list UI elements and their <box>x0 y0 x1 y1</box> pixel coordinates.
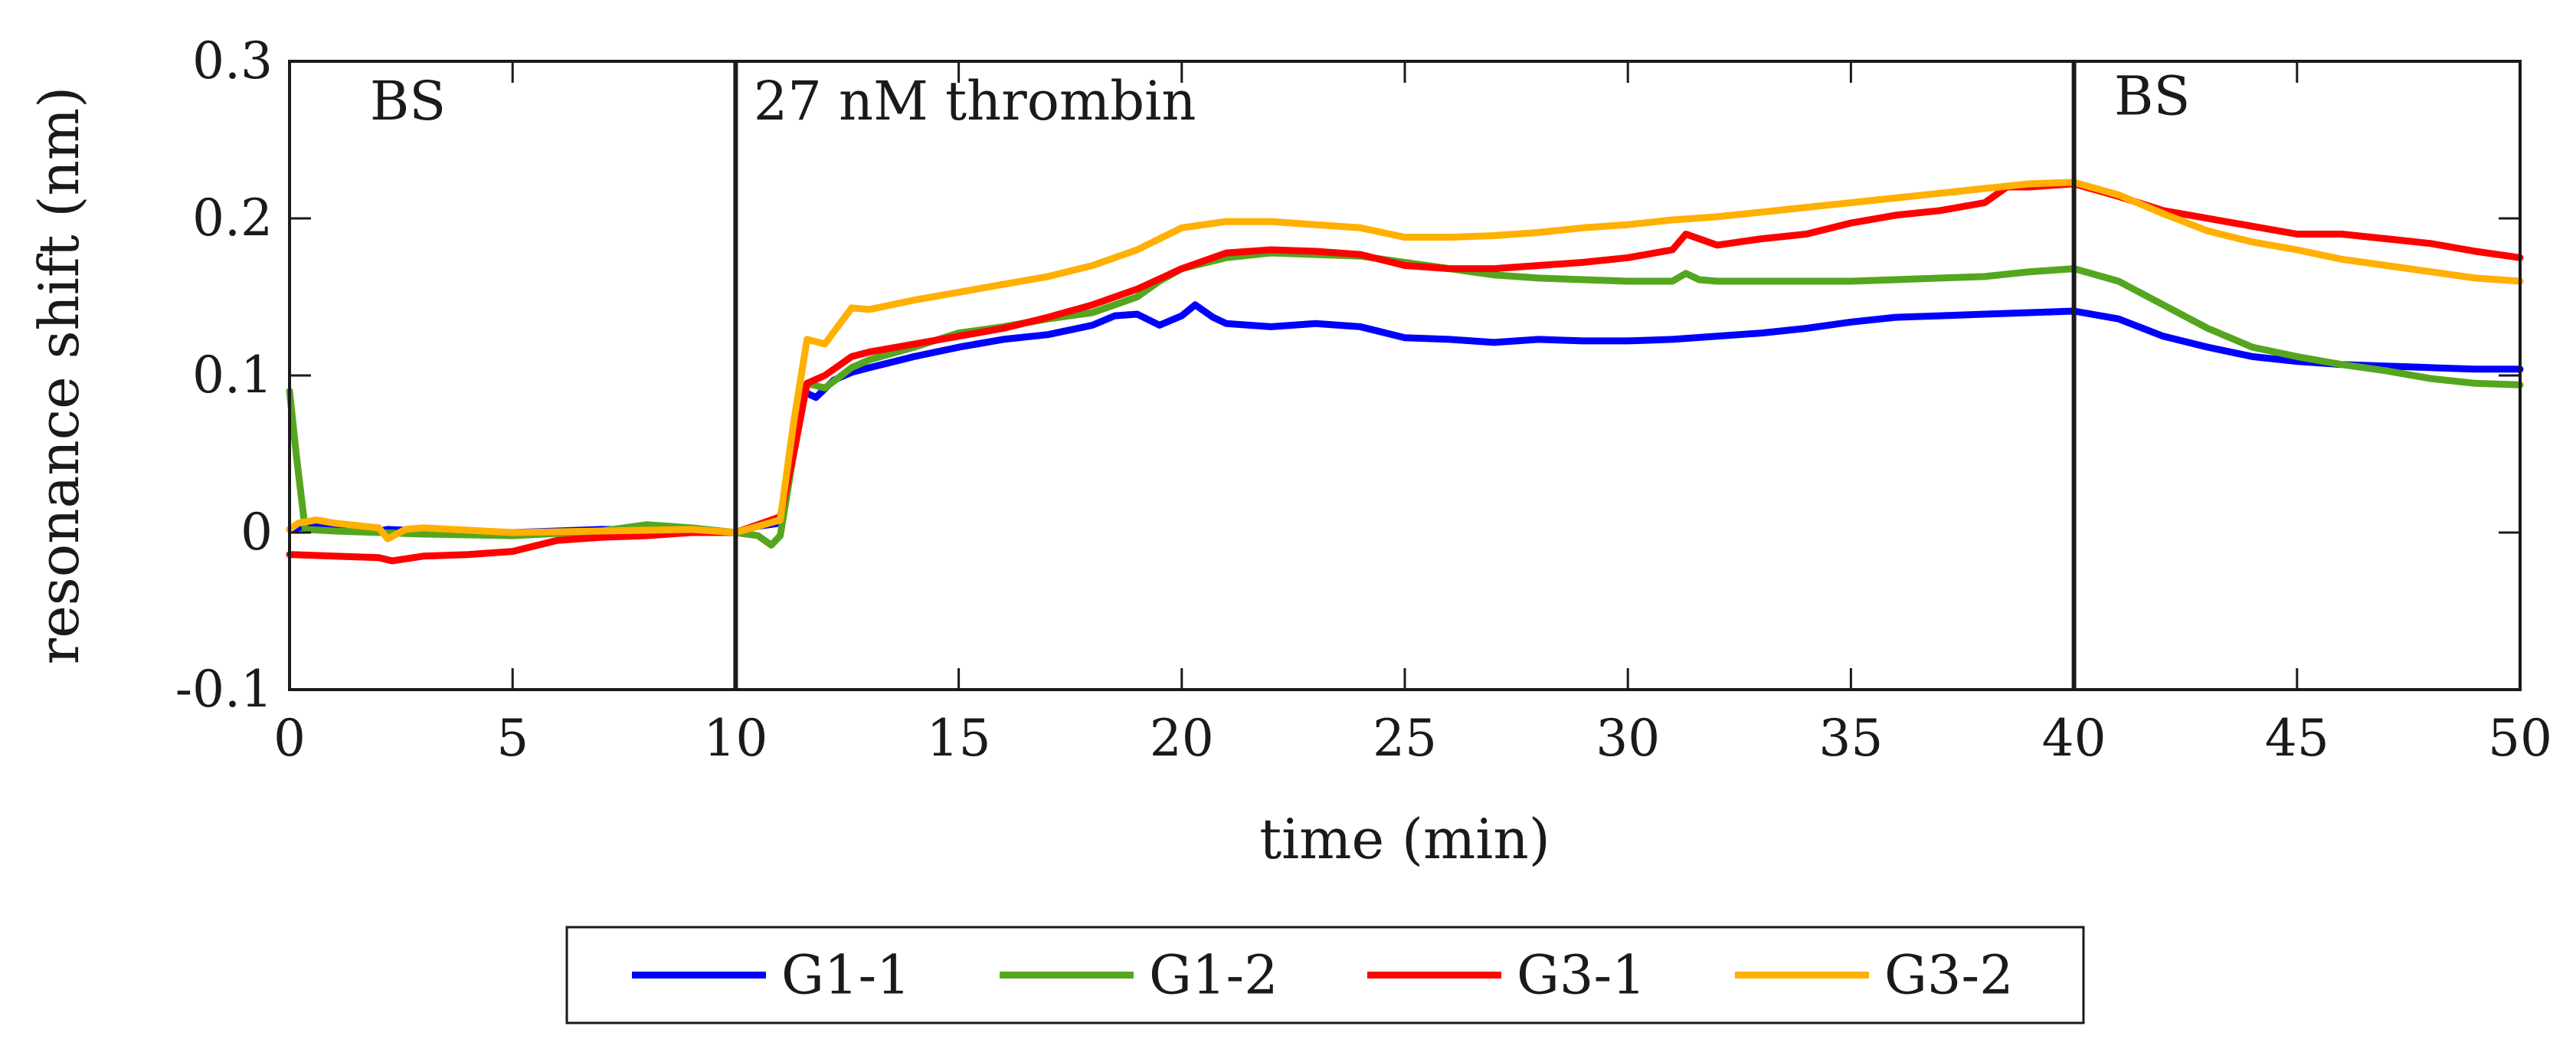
legend-items: G1-1 G1-2 G3-1 G3-2 <box>632 944 2014 1007</box>
series-layer <box>286 179 2524 565</box>
annotation-label: BS <box>370 70 446 133</box>
legend-label-g1-1: G1-1 <box>781 944 911 1007</box>
annotation-layer: BS 27 nM thrombin BS <box>370 65 2191 133</box>
legend-label-g3-2: G3-2 <box>1884 944 2014 1007</box>
x-tick-label: 30 <box>1596 709 1660 768</box>
y-axis-title: resonance shift (nm) <box>27 87 91 664</box>
y-tick-label: 0.3 <box>192 31 273 90</box>
y-tick-label: 0.1 <box>192 346 273 405</box>
x-tick-label: 15 <box>927 709 991 768</box>
x-tick-label: 35 <box>1818 709 1883 768</box>
y-tick-label: 0 <box>241 503 273 562</box>
legend: G1-1 G1-2 G3-1 G3-2 <box>565 926 2085 1024</box>
x-tick-label: 45 <box>2265 709 2329 768</box>
vline-layer <box>733 61 2077 690</box>
y-tick-label: 0.2 <box>192 188 273 247</box>
legend-label-g1-2: G1-2 <box>1149 944 1278 1007</box>
legend-label-g3-1: G3-1 <box>1517 944 1646 1007</box>
x-tick-label: 50 <box>2488 709 2552 768</box>
series-line-g1-1 <box>286 301 2524 536</box>
x-tick-label: 5 <box>496 709 529 768</box>
annotation-label: 27 nM thrombin <box>754 70 1196 133</box>
x-axis-title: time (min) <box>1259 807 1550 871</box>
x-tick-label: 10 <box>703 709 768 768</box>
series-line-g3-2 <box>286 179 2524 543</box>
tick-layer: 0 5 10 15 20 25 30 35 40 45 50-0.100.10.20.3 <box>175 31 2552 768</box>
series-line-g1-2 <box>286 249 2524 549</box>
plot-frame <box>288 60 2522 691</box>
x-tick-label: 0 <box>273 709 306 768</box>
x-tick-label: 20 <box>1150 709 1214 768</box>
x-tick-label: 40 <box>2042 709 2106 768</box>
x-tick-label: 25 <box>1373 709 1437 768</box>
y-tick-label: -0.1 <box>175 660 273 719</box>
annotation-label: BS <box>2114 65 2190 128</box>
